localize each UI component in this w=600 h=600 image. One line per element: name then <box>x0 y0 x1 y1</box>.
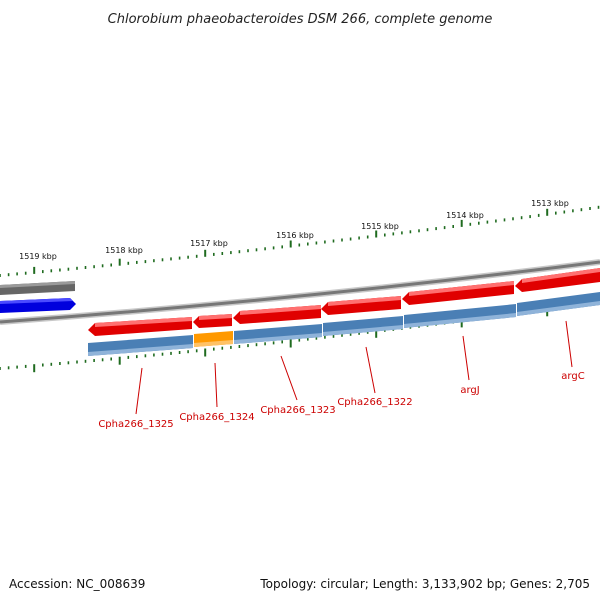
blue-cds-arrow-shine <box>0 298 73 304</box>
kbp-label: 1519 kbp <box>19 252 57 261</box>
map-title: Chlorobium phaeobacteroides DSM 266, com… <box>108 12 493 27</box>
gene-shine <box>234 333 322 344</box>
gene-label-cpha266-1324[interactable]: Cpha266_1324 <box>179 412 254 423</box>
kbp-label: 1514 kbp <box>446 211 484 220</box>
gene-label-argj[interactable]: argJ <box>460 385 479 396</box>
cds-shine <box>95 317 192 327</box>
genome-summary-text: Topology: circular; Length: 3,133,902 bp… <box>260 577 590 591</box>
cds-shine <box>522 268 600 283</box>
gene-label-cpha266-1325[interactable]: Cpha266_1325 <box>98 419 173 430</box>
leader-line <box>135 367 143 415</box>
gene-shine <box>194 340 233 347</box>
accession-text: Accession: NC_008639 <box>9 577 146 591</box>
cds-shine <box>199 314 232 320</box>
gene-track <box>88 292 600 356</box>
kbp-label: 1516 kbp <box>276 231 314 240</box>
left-dark-feature-shine <box>0 281 75 288</box>
gene-shine <box>404 313 516 328</box>
gene-label-argc[interactable]: argC <box>561 371 584 382</box>
kbp-label: 1515 kbp <box>361 222 399 231</box>
cds-shine <box>328 296 401 306</box>
cds-track <box>88 268 600 336</box>
gene-shine <box>88 344 193 356</box>
kbp-label: 1518 kbp <box>105 246 143 255</box>
gene-shine <box>323 325 403 336</box>
backbone-arc-core <box>0 260 600 324</box>
leader-lines <box>135 320 573 415</box>
leader-line <box>462 335 470 381</box>
leader-line <box>565 320 573 368</box>
kbp-labels: 1519 kbp 1518 kbp 1517 kbp 1516 kbp 1515… <box>19 199 569 261</box>
gene-labels: Cpha266_1325 Cpha266_1324 Cpha266_1323 C… <box>98 371 584 430</box>
kbp-label: 1513 kbp <box>531 199 569 208</box>
kbp-label: 1517 kbp <box>190 239 228 248</box>
gene-shine <box>517 301 600 316</box>
upper-tick-ring <box>0 205 600 277</box>
gene-label-cpha266-1322[interactable]: Cpha266_1322 <box>337 397 412 408</box>
leader-line <box>365 346 376 394</box>
gene-label-cpha266-1323[interactable]: Cpha266_1323 <box>260 405 335 416</box>
cds-shine <box>409 281 514 296</box>
cds-shine <box>240 305 321 315</box>
leader-line <box>280 355 298 401</box>
leader-line <box>214 362 218 408</box>
